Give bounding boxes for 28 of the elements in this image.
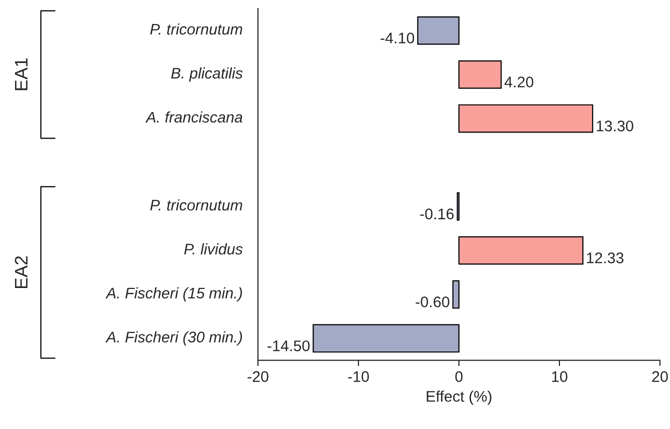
y-tick-label: B. plicatilis [171, 67, 243, 82]
y-tick-label: P. tricornutum [150, 199, 242, 211]
x-tick-label: -10 [348, 371, 369, 382]
y-tick-label: A. Fischeri (30 min.) [105, 331, 242, 346]
x-tick-label: 0 [455, 371, 463, 382]
y-tick-label: A. Fischeri (15 min.) [105, 287, 242, 302]
x-tick-label: -20 [248, 371, 268, 382]
x-tick-label: 20 [652, 371, 668, 382]
bar [458, 236, 584, 265]
y-tick-label: P. lividus [184, 243, 243, 255]
y-tick-label: A. franciscana [145, 111, 242, 123]
data-label: 4.20 [504, 76, 534, 88]
bar [458, 104, 594, 133]
y-tick-label: P. tricornutum [150, 23, 242, 35]
data-label: -14.50 [268, 340, 310, 352]
bar [458, 60, 502, 89]
data-label: 13.30 [596, 120, 634, 132]
bar [312, 324, 460, 353]
x-tick-label: 10 [552, 371, 568, 382]
data-label: 12.33 [587, 252, 624, 264]
text: EA1 [15, 58, 28, 90]
data-label: -0.60 [416, 296, 450, 308]
bar [417, 16, 460, 45]
data-label: -4.10 [380, 32, 414, 44]
data-label: -0.16 [420, 208, 454, 220]
x-axis-title: Effect (%) [426, 390, 492, 405]
text: EA2 [14, 256, 28, 288]
bar [452, 280, 460, 309]
